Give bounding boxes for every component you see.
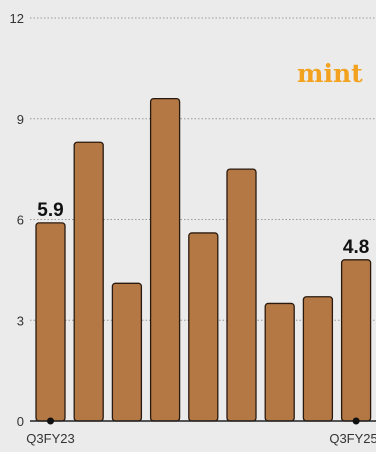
data-label: 4.8 — [343, 237, 369, 258]
bar — [226, 168, 257, 422]
y-tick-label: 9 — [17, 112, 24, 127]
bars — [35, 97, 372, 422]
bar — [302, 296, 334, 422]
x-axis — [30, 417, 376, 425]
y-tick-label: 3 — [17, 313, 24, 328]
x-tick-label: Q3FY25* — [329, 431, 376, 446]
y-tick-label: 0 — [17, 414, 24, 429]
data-label: 5.9 — [37, 200, 63, 221]
axis-marker-dot — [352, 417, 360, 425]
bar — [340, 259, 372, 422]
bar — [73, 141, 104, 422]
bar — [264, 302, 295, 422]
x-axis-category-labels: Q3FY23 Q3FY25* — [26, 431, 376, 446]
bar — [111, 282, 143, 422]
y-tick-label: 6 — [17, 213, 24, 228]
data-labels: 5.9 4.8 — [37, 200, 369, 258]
y-axis-tick-labels: 0 3 6 9 12 — [10, 11, 24, 429]
bar — [149, 97, 181, 422]
x-tick-label: Q3FY23 — [26, 431, 74, 446]
mint-logo: mint — [297, 59, 363, 88]
bar — [35, 222, 66, 422]
y-tick-label: 12 — [10, 11, 24, 26]
axis-marker-dot — [47, 417, 54, 425]
bar — [188, 232, 219, 422]
